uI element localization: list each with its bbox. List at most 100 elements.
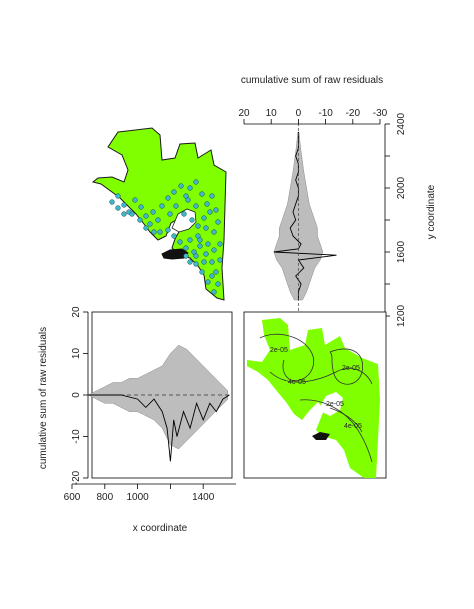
tr-y-tick-label: 1200 (396, 304, 407, 327)
data-point (187, 185, 193, 191)
bl-x-tick-label: 1400 (192, 492, 215, 503)
tr-x-tick-label: 0 (296, 108, 302, 119)
data-point (195, 223, 201, 229)
tr-residual-line (273, 132, 337, 300)
data-point (183, 245, 189, 251)
tr-x-ticks: 20 10 0 -10 -20 -30 (238, 108, 388, 124)
data-point (213, 269, 219, 275)
data-point (201, 259, 207, 265)
tr-y-tick-label: 1600 (396, 240, 407, 263)
data-point (187, 237, 193, 243)
data-point (171, 233, 177, 239)
bl-x-tick-label: 800 (96, 492, 113, 503)
data-point (204, 201, 210, 207)
data-point (201, 215, 207, 221)
data-point (215, 281, 221, 287)
bl-x-ticks: 600 800 1000 1400 (64, 483, 236, 503)
data-point (199, 269, 205, 275)
data-point (129, 211, 135, 217)
data-point (137, 217, 143, 223)
data-point (132, 197, 138, 203)
data-point (205, 279, 211, 285)
data-point (193, 179, 199, 185)
data-point (187, 259, 193, 265)
bl-y-ticks: -20 -10 0 10 20 (71, 306, 89, 485)
contour-label: 4e-05 (288, 379, 306, 386)
bl-y-tick-label: -10 (71, 429, 82, 444)
data-point (193, 261, 199, 267)
data-point (121, 211, 127, 217)
data-point (207, 209, 213, 215)
contour-line (299, 399, 373, 463)
data-point (167, 211, 173, 217)
data-point (165, 227, 171, 233)
data-point (171, 189, 177, 195)
map-panel (91, 127, 227, 301)
contour-label: 2e-05 (270, 347, 288, 354)
tr-x-tick-label: -10 (318, 108, 333, 119)
contour-label: 4e-05 (344, 423, 362, 430)
bl-envelope-band (87, 344, 229, 450)
tr-x-tick-label: 10 (266, 108, 278, 119)
data-point (185, 197, 191, 203)
data-point (213, 207, 219, 213)
data-points (109, 179, 223, 295)
data-point (183, 253, 189, 259)
top-right-panel: 20 10 0 -10 -20 -30 1200 1600 2000 2400 cumulati… (238, 75, 437, 327)
contour-line (329, 407, 363, 433)
bl-y-axis-label: cumulative sum of raw residuals (38, 327, 49, 469)
tr-y-ticks: 1200 1600 2000 2400 (385, 112, 407, 327)
tr-x-tick-label: -20 (346, 108, 361, 119)
bl-y-tick-label: 10 (71, 348, 82, 360)
tr-y-tick-label: 2400 (396, 112, 407, 135)
data-point (211, 229, 217, 235)
region-map (91, 127, 227, 301)
data-point (150, 209, 156, 215)
data-point (143, 225, 149, 231)
bl-y-tick-label: -20 (71, 470, 82, 485)
bl-residual-line (88, 394, 230, 462)
bl-y-tick-label: 20 (71, 306, 82, 318)
data-point (157, 229, 163, 235)
data-point (155, 217, 161, 223)
data-point (115, 193, 121, 199)
data-point (211, 247, 217, 253)
data-point (215, 219, 221, 225)
bl-x-tick-label: 1000 (126, 492, 149, 503)
data-point (197, 243, 203, 249)
data-point (181, 211, 187, 217)
data-point (193, 203, 199, 209)
tr-x-tick-label: -30 (373, 108, 388, 119)
contour-line (259, 333, 314, 382)
bl-x-axis-label: x coordinate (133, 523, 188, 534)
data-point (211, 289, 217, 295)
contour-labels: 2e-05 4e-05 2e-05 4e-05 2e-05 (270, 347, 362, 430)
data-point (203, 251, 209, 257)
br-region-map (247, 318, 380, 478)
contour-line (329, 348, 363, 385)
data-point (209, 259, 215, 265)
data-point (109, 199, 115, 205)
data-point (159, 203, 165, 209)
tr-x-axis-label: cumulative sum of raw residuals (241, 75, 383, 86)
tr-x-tick-label: 20 (238, 108, 250, 119)
data-point (205, 241, 211, 247)
bl-y-tick-label: 0 (71, 392, 82, 398)
contour-label: 2e-05 (326, 401, 344, 408)
data-point (143, 213, 149, 219)
data-point (138, 204, 144, 210)
br-inlet (318, 392, 343, 416)
data-point (199, 191, 205, 197)
br-island (312, 432, 330, 440)
bottom-right-panel: 2e-05 4e-05 2e-05 4e-05 2e-05 (243, 311, 387, 479)
data-point (217, 241, 223, 247)
data-point (217, 257, 223, 263)
data-point (178, 183, 184, 189)
data-point (151, 229, 157, 235)
tr-y-axis-label: y coordinate (426, 184, 437, 239)
data-point (203, 225, 209, 231)
data-point (121, 202, 127, 208)
contour-line (269, 368, 373, 385)
data-point (177, 239, 183, 245)
